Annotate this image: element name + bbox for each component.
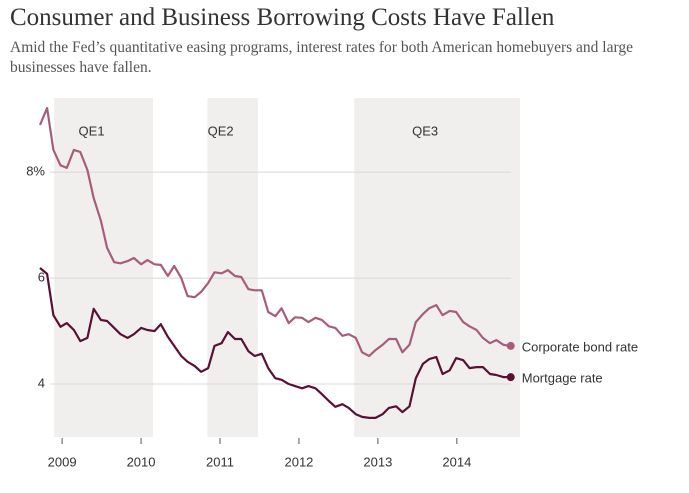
series-line [39, 267, 510, 419]
y-tick-label: 4 [38, 375, 45, 390]
end-dot [506, 341, 515, 350]
y-tick-label: 6 [38, 270, 45, 285]
series-label: Corporate bond rate [522, 339, 638, 354]
x-tick-label: 2009 [48, 454, 77, 469]
y-tick-label: 8% [26, 164, 45, 179]
x-tick-label: 2014 [442, 454, 471, 469]
x-tick-label: 2012 [284, 454, 313, 469]
qe-label: QE1 [79, 123, 105, 138]
x-tick-label: 2011 [206, 454, 234, 469]
qe-label: QE2 [208, 123, 234, 138]
chart-subtitle: Amid the Fed’s quantitative easing progr… [10, 39, 633, 76]
x-tick-label: 2010 [127, 454, 156, 469]
end-dot [506, 373, 515, 382]
series-line [38, 107, 510, 358]
series-label: Mortgage rate [522, 371, 603, 386]
chart-title: Consumer and Business Borrowing Costs Ha… [10, 4, 555, 31]
qe-label: QE3 [412, 123, 438, 138]
qe-region [207, 98, 258, 437]
qe-region [54, 98, 153, 437]
qe-region [354, 98, 520, 437]
x-tick-label: 2013 [363, 454, 392, 469]
